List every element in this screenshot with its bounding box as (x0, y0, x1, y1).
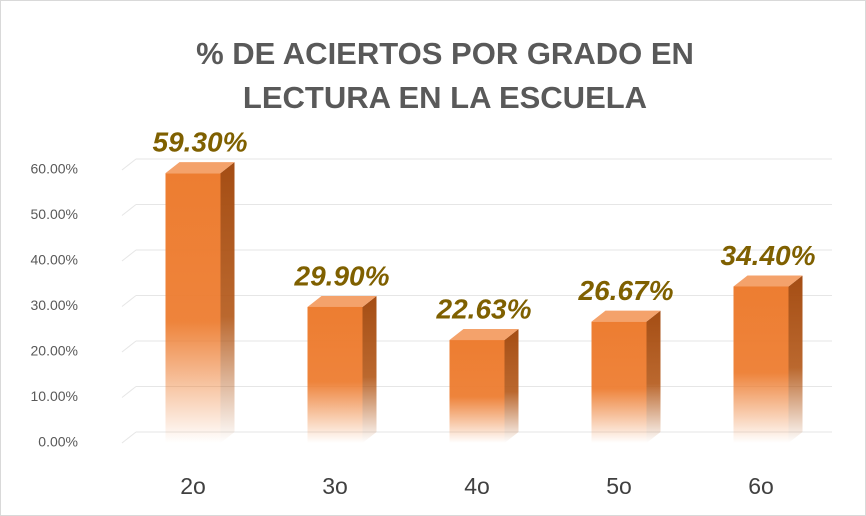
bar (307, 306, 363, 443)
data-label: 29.90% (294, 260, 390, 291)
y-tick-label: 20.00% (31, 343, 78, 359)
y-tick-label: 0.00% (38, 434, 78, 450)
y-tick-label: 10.00% (31, 388, 78, 404)
bar-side (220, 162, 235, 443)
chart-title: % DE ACIERTOS POR GRADO EN (196, 36, 694, 71)
x-tick-label: 4o (464, 473, 490, 499)
data-label: 22.63% (436, 293, 532, 324)
bar (591, 321, 647, 443)
grid-line (121, 158, 137, 171)
y-tick-label: 60.00% (31, 161, 78, 177)
grid-line (121, 386, 137, 398)
grid-line (121, 340, 137, 353)
bar-side (788, 275, 803, 443)
chart-title: LECTURA EN LA ESCUELA (243, 80, 647, 115)
x-tick-label: 3o (322, 473, 348, 499)
grid-line (121, 295, 137, 307)
bar (165, 173, 221, 443)
bar (449, 340, 505, 443)
bar-side (646, 310, 661, 443)
bar (733, 286, 789, 443)
data-label: 26.67% (578, 275, 674, 306)
grid-line (121, 249, 137, 262)
grid-line (121, 431, 137, 444)
y-tick-label: 30.00% (31, 297, 78, 313)
grid-line (121, 204, 137, 216)
x-tick-label: 2o (180, 473, 206, 499)
data-label: 34.40% (721, 240, 816, 271)
bar-top (733, 275, 803, 287)
y-tick-label: 50.00% (31, 206, 78, 222)
bar-top (165, 162, 235, 174)
bar-side (504, 329, 519, 443)
bar-top (449, 329, 519, 341)
bar-top (307, 295, 377, 307)
x-tick-label: 6o (748, 473, 774, 499)
x-tick-label: 5o (606, 473, 632, 499)
bar-top (591, 310, 661, 322)
data-label: 59.30% (153, 127, 248, 158)
bar-side (362, 295, 377, 443)
y-tick-label: 40.00% (31, 252, 78, 268)
